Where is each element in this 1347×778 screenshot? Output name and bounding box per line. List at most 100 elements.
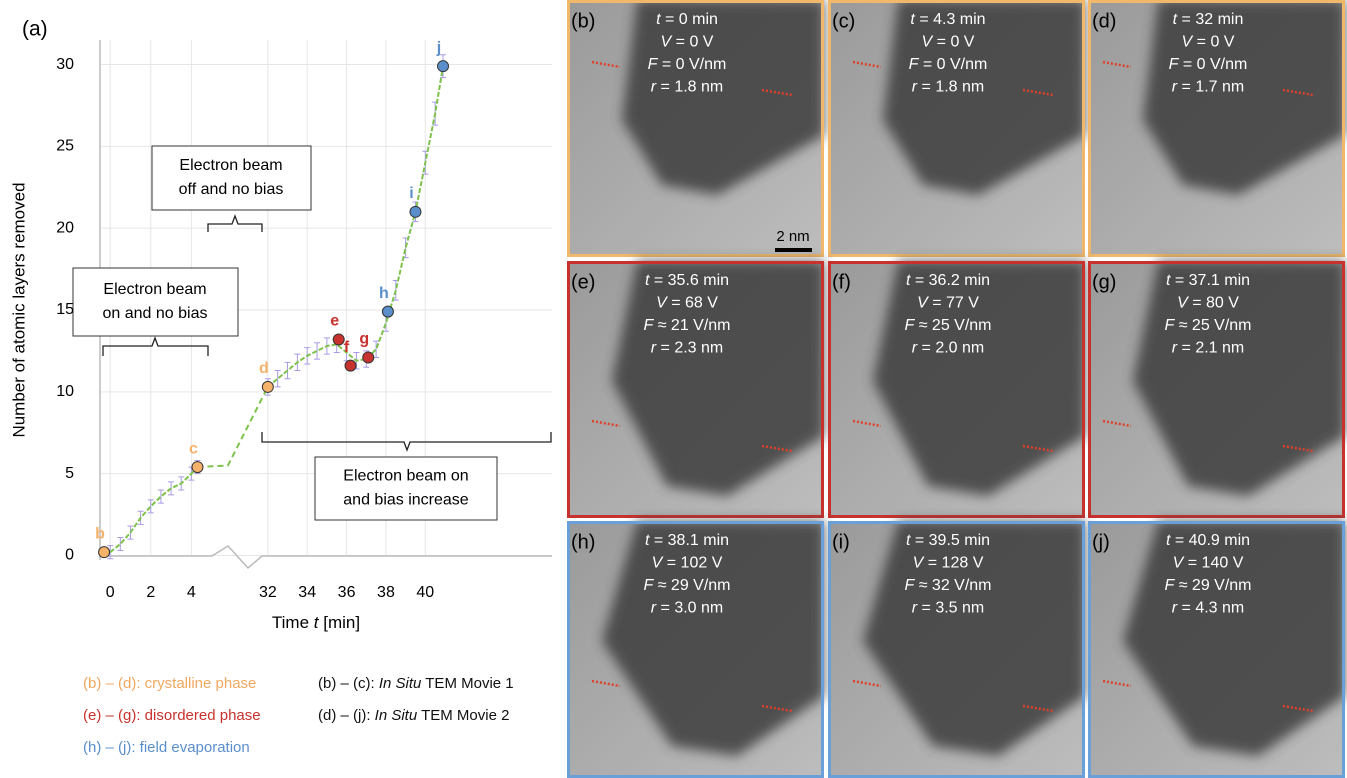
legend-text: TEM Movie 2: [417, 707, 509, 724]
param-var: V: [661, 34, 673, 51]
key-point: [261, 380, 274, 393]
param-var: r: [651, 600, 657, 617]
param-value: = 4.3 min: [915, 11, 986, 28]
point-label: c: [189, 440, 198, 457]
x-axis-break: [100, 545, 552, 570]
y-tick-label: 30: [56, 56, 74, 73]
panel-param: r = 2.3 nm: [651, 340, 723, 357]
panel-param: t = 38.1 min: [645, 532, 729, 549]
panel-param: V = 0 V: [661, 34, 714, 51]
x-label-text: [min]: [319, 613, 361, 632]
param-var: t: [1166, 272, 1171, 289]
panel-param: V = 140 V: [1173, 555, 1244, 572]
param-var: F: [904, 577, 915, 594]
x-label-var: t: [314, 613, 320, 632]
tem-panel: (i) t = 39.5 min V = 128 V F ≈ 32 V/nm r = 3…: [828, 521, 1085, 778]
param-value: = 0 V: [671, 34, 714, 51]
param-var: t: [645, 272, 650, 289]
panel-param: V = 68 V: [656, 295, 718, 312]
param-value: = 3.0 nm: [656, 600, 723, 617]
param-value: = 1.7 nm: [1177, 79, 1244, 96]
panel-param: F ≈ 32 V/nm: [904, 577, 991, 594]
y-tick-label: 15: [56, 301, 74, 318]
point-label: f: [344, 339, 350, 356]
key-point: [362, 351, 375, 364]
panel-border: [567, 261, 824, 518]
point-label: j: [436, 39, 441, 56]
point-label: e: [330, 313, 339, 330]
param-var: t: [910, 11, 915, 28]
key-point: [437, 60, 450, 73]
param-var: V: [1173, 555, 1185, 572]
tem-panel: (h) t = 38.1 min V = 102 V F ≈ 29 V/nm r = 3…: [567, 521, 824, 778]
panel-label: (e): [571, 271, 595, 293]
param-value: = 80 V: [1188, 295, 1239, 312]
panel-param: V = 77 V: [917, 295, 979, 312]
error-bar: [147, 499, 154, 514]
panel-param: r = 1.8 nm: [651, 79, 723, 96]
annotation-box: [314, 456, 498, 521]
param-value: = 102 V: [662, 555, 722, 572]
panel-param: V = 0 V: [1182, 34, 1235, 51]
param-value: = 0 V/nm: [1178, 56, 1247, 73]
panel-param: t = 40.9 min: [1166, 532, 1250, 549]
panel-param: t = 4.3 min: [910, 11, 985, 28]
legend-text: (b) – (c):: [318, 675, 379, 692]
param-value: = 0 V: [1192, 34, 1235, 51]
tem-panel: (j) t = 40.9 min V = 140 V F ≈ 29 V/nm r = 4…: [1088, 521, 1345, 778]
error-bar: [274, 370, 281, 388]
param-value: = 0 V/nm: [918, 56, 987, 73]
marker: [1102, 679, 1314, 713]
panel-param: t = 35.6 min: [645, 272, 729, 289]
param-value: = 77 V: [928, 295, 979, 312]
legend-phase: (b) – (d): crystalline phase: [83, 675, 256, 692]
panel-border: [1088, 521, 1345, 778]
marker: [1102, 60, 1314, 97]
panel-label: (d): [1092, 10, 1116, 32]
tip-shape: [1123, 521, 1345, 756]
panel-label: (h): [571, 531, 595, 553]
panel-border: [828, 521, 1085, 778]
panel-param: V = 80 V: [1177, 295, 1239, 312]
panel-param: t = 32 min: [1173, 11, 1244, 28]
x-tick-label: 2: [146, 584, 155, 601]
param-value: ≈ 25 V/nm: [914, 317, 991, 334]
brace: [207, 214, 263, 232]
param-value: = 0 V: [932, 34, 975, 51]
panel-border: [828, 0, 1085, 257]
panel-label: (j): [1092, 531, 1110, 553]
panel-border: [567, 521, 824, 778]
x-tick-label: 4: [187, 584, 196, 601]
param-value: = 0 min: [661, 11, 718, 28]
y-tick-label: 20: [56, 219, 74, 236]
point-label: i: [409, 185, 413, 202]
marker: [591, 60, 793, 97]
param-var: F: [1169, 56, 1180, 73]
panel-param: r = 3.0 nm: [651, 600, 723, 617]
param-value: = 32 min: [1177, 11, 1243, 28]
annotation-text: Electron beam: [103, 281, 206, 298]
key-point: [409, 205, 422, 218]
param-value: ≈ 25 V/nm: [1174, 317, 1251, 334]
legend-phase: (e) – (g): disordered phase: [83, 707, 261, 724]
bridge-line: [197, 386, 269, 469]
annotation-text: off and no bias: [179, 181, 284, 198]
legend-movie: (d) – (j): In Situ TEM Movie 2: [318, 707, 509, 724]
param-value: = 37.1 min: [1170, 272, 1250, 289]
y-tick-label: 5: [65, 465, 74, 482]
param-value: = 0 V/nm: [657, 56, 726, 73]
param-var: r: [1172, 79, 1178, 96]
param-var: F: [1164, 317, 1175, 334]
braces: [102, 214, 552, 452]
panel-param: F = 0 V/nm: [909, 56, 988, 73]
marker: [1102, 419, 1314, 453]
x-tick-label: 32: [259, 584, 277, 601]
param-value: ≈ 32 V/nm: [914, 577, 991, 594]
param-value: = 40.9 min: [1170, 532, 1250, 549]
y-axis-label: Number of atomic layers removed: [9, 182, 28, 437]
x-tick-label: 38: [377, 584, 395, 601]
param-value: ≈ 21 V/nm: [653, 317, 730, 334]
panel-param: r = 1.8 nm: [912, 79, 984, 96]
figure-label: (a): [22, 18, 48, 41]
